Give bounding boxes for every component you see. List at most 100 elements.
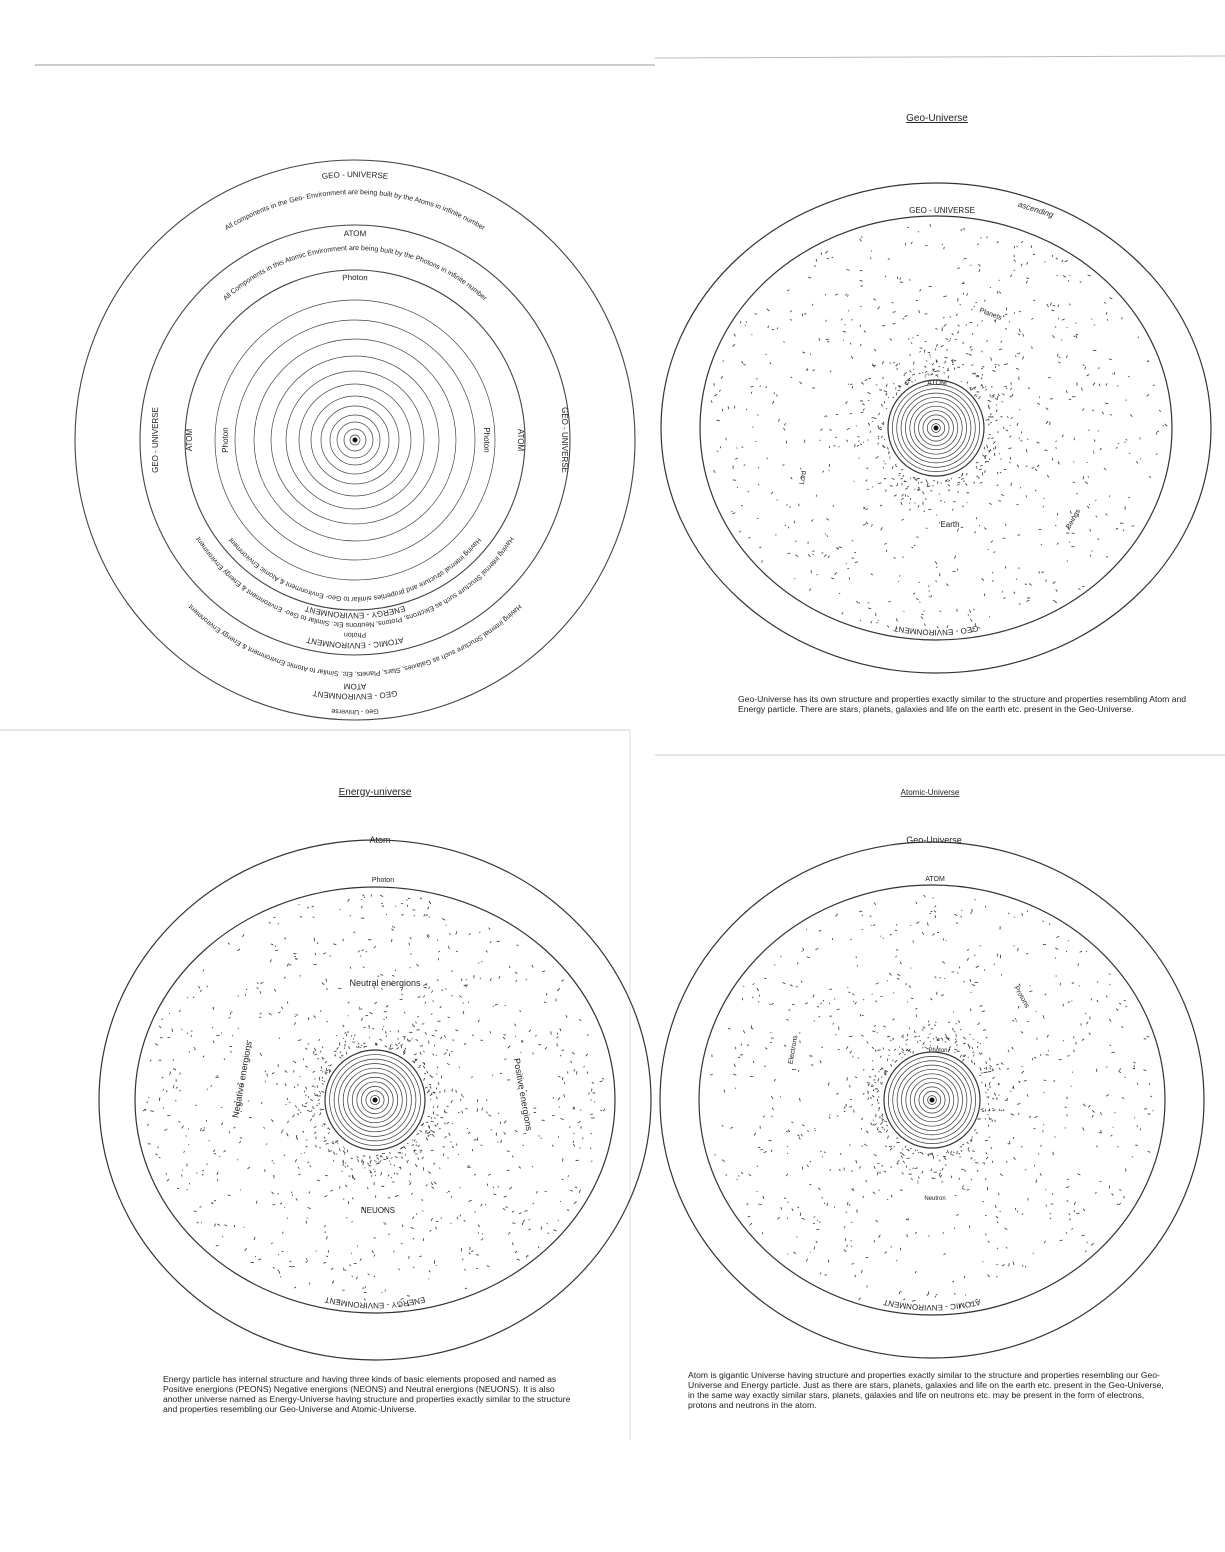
particle-field	[710, 894, 1154, 1308]
ring	[329, 414, 381, 466]
ring	[336, 421, 374, 459]
ring-label-text: GEO - ENVIRONMENT	[312, 689, 398, 701]
core-ring	[909, 401, 963, 455]
core-ring	[333, 1058, 417, 1142]
diagram-title: Energy-universe	[339, 787, 412, 798]
ring-label: Photon	[344, 631, 367, 638]
region-label: Lord	[799, 470, 808, 485]
outer-boundary	[660, 182, 1212, 674]
outer-boundary	[659, 841, 1205, 1359]
ring-label: ascending	[1017, 200, 1055, 220]
core-ring	[883, 1051, 981, 1149]
core-ring	[347, 1072, 403, 1128]
ring	[270, 355, 440, 525]
region-label: Protons	[1012, 985, 1030, 1010]
core-ring	[351, 1076, 399, 1124]
diagram-title: Atomic-Universe	[901, 788, 960, 797]
ring	[184, 269, 526, 611]
ring-label-text: ATOM	[343, 682, 366, 691]
ring-label: Having internal structure and properties…	[228, 536, 482, 602]
ring-label: ATOM	[516, 429, 525, 452]
region-label: Negative energions	[230, 1040, 253, 1119]
core-ring	[905, 397, 967, 459]
core-ring	[922, 414, 950, 442]
core-ring	[892, 384, 980, 472]
ring-label: GEO - UNIVERSE	[151, 407, 160, 473]
ring-label-text: GEO - ENVIRONMENT	[893, 624, 979, 637]
ring-label: ATOMIC - ENVIRONMENT	[882, 1297, 981, 1312]
particle-field	[142, 894, 606, 1307]
core-ring	[338, 1063, 412, 1137]
ring-label-text: ATOMIC - ENVIRONMENT	[882, 1297, 981, 1312]
core-center	[929, 1097, 935, 1103]
ring	[139, 224, 571, 656]
ring	[74, 159, 636, 721]
ring-label-text: ATOM	[344, 229, 367, 238]
ring-label: ENERGY - ENVIRONMENT	[324, 1295, 426, 1310]
core-ring	[927, 1095, 937, 1105]
ring	[214, 299, 496, 581]
ring-label: Photon	[221, 427, 230, 452]
particle-field	[710, 224, 1168, 633]
outer-boundary	[98, 839, 652, 1361]
ring-label: GEO - ENVIRONMENT	[893, 624, 979, 637]
core-ring	[365, 1090, 385, 1110]
region-label: ATOM	[927, 380, 947, 387]
ring-label-text: Geo - Universe	[331, 707, 379, 715]
caption: Geo-Universe has its own structure and p…	[738, 694, 1187, 714]
diagram-title: Geo-Universe	[906, 113, 968, 124]
core-ring	[913, 405, 959, 451]
core-ring	[909, 1077, 955, 1123]
region-label: Positive energions	[512, 1057, 535, 1132]
ring-label-text: Having internal structure and properties…	[228, 536, 482, 602]
core-ring	[918, 1086, 946, 1114]
ring	[343, 428, 367, 452]
core-ring	[926, 418, 946, 438]
inner-boundary	[134, 886, 616, 1314]
ring	[234, 319, 476, 561]
core-center	[352, 437, 358, 443]
core-ring	[356, 1081, 394, 1119]
ring-label: ATOM	[185, 428, 194, 451]
core-center	[933, 425, 939, 431]
page-edge	[654, 55, 1225, 59]
core-ring	[922, 1090, 942, 1110]
core-center	[372, 1097, 378, 1103]
ring-label: Geo - Universe	[331, 707, 379, 715]
core-ring	[905, 1073, 959, 1127]
ring-label: All components in the Geo- Environment a…	[224, 189, 486, 232]
ring	[298, 383, 412, 497]
core-ring	[900, 392, 972, 464]
region-label: Planets	[978, 307, 1003, 322]
caption: Energy particle has internal structure a…	[163, 1374, 571, 1414]
ring	[349, 434, 361, 446]
ring-label-text: Photon	[344, 631, 367, 638]
region-label: Electrons	[788, 1034, 800, 1064]
ring	[253, 338, 457, 542]
region-label: Earth	[940, 520, 959, 529]
ring-label: ATOM	[344, 229, 367, 238]
core-ring	[887, 379, 985, 477]
ring	[320, 405, 390, 475]
ring-label-text: ENERGY - ENVIRONMENT	[324, 1295, 426, 1310]
core-ring	[342, 1067, 408, 1133]
ring-label-text: GEO - UNIVERSE	[321, 170, 388, 181]
ring-label: GEO - UNIVERSE	[909, 206, 975, 215]
core-ring	[931, 423, 941, 433]
ring-label: Geo-Universe	[906, 835, 962, 845]
core-ring	[361, 1086, 389, 1114]
inner-boundary	[699, 215, 1173, 641]
core-ring	[892, 1060, 972, 1140]
core-ring	[914, 1082, 950, 1118]
region-label: Neutron	[924, 1196, 945, 1202]
ring-label: Photon	[482, 427, 491, 452]
ring-label-text: Photon	[342, 273, 368, 282]
region-label: NEUONS	[361, 1206, 395, 1215]
core-ring	[901, 1069, 963, 1131]
region-label: Neutral energions	[349, 978, 421, 988]
core-ring	[329, 1054, 421, 1146]
core-ring	[324, 1049, 426, 1151]
core-ring	[370, 1095, 380, 1105]
